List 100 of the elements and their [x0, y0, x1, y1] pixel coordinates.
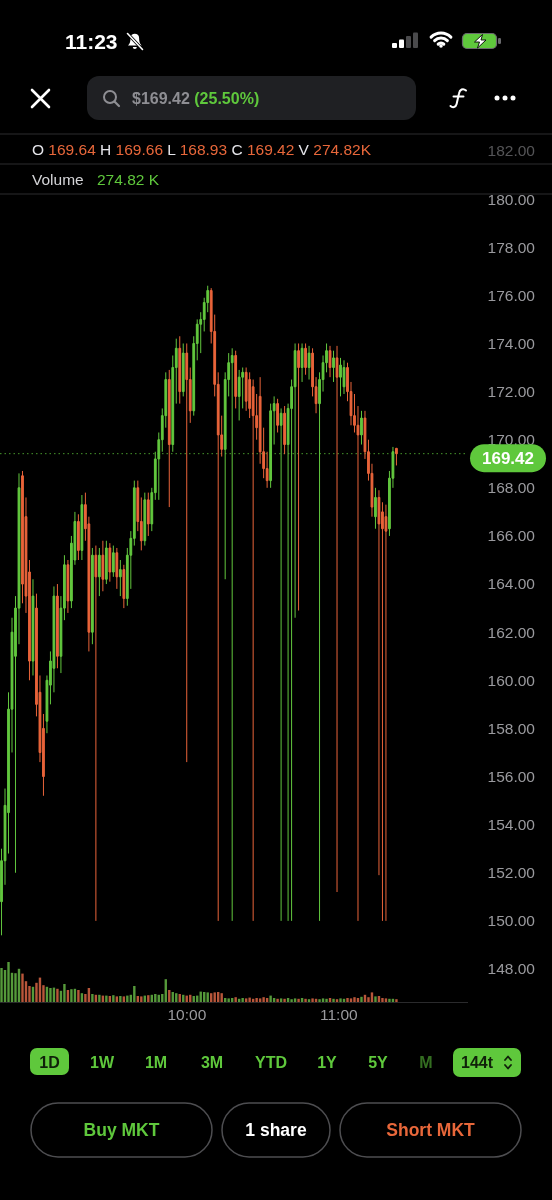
candlestick — [167, 369, 171, 508]
bar — [35, 982, 38, 1002]
bar — [122, 996, 126, 1002]
candlestick — [283, 405, 286, 455]
chart-title: Volume — [32, 171, 84, 188]
bar — [7, 962, 10, 1002]
text: O 169.64 H 169.66 L 168.93 C 169.42 V 274.82K — [32, 141, 372, 158]
bar — [119, 996, 122, 1002]
bar — [105, 995, 108, 1002]
bar — [91, 994, 94, 1002]
bar — [374, 996, 377, 1002]
candlestick — [146, 492, 150, 537]
bar — [276, 998, 279, 1002]
candlestick — [94, 545, 98, 922]
candlestick — [122, 564, 126, 609]
text: 1D — [39, 1054, 60, 1071]
y-tick-label: 152.00 — [487, 864, 536, 882]
bar — [98, 994, 101, 1002]
text: 1M — [144, 1054, 168, 1071]
candlestick — [56, 583, 59, 669]
bar — [262, 997, 265, 1002]
bar — [269, 995, 272, 1002]
y-tick-label: 158.00 — [487, 719, 536, 737]
candlestick — [90, 547, 94, 645]
bar — [112, 995, 115, 1002]
candlestick — [304, 342, 307, 376]
candlestick — [97, 547, 101, 597]
x-tick-label: 10:00 — [167, 1006, 207, 1023]
y-tick-label: 166.00 — [487, 527, 536, 545]
text: M — [419, 1054, 433, 1071]
bar — [339, 998, 342, 1002]
y-tick-label: 150.00 — [487, 912, 536, 930]
bar — [126, 995, 129, 1002]
bar — [14, 973, 17, 1002]
text: 1Y — [317, 1054, 338, 1071]
bar — [353, 997, 356, 1002]
candlestick — [300, 342, 304, 383]
y-tick-label: 162.00 — [487, 623, 536, 641]
y-tick-label: 156.00 — [487, 767, 536, 785]
x-tick-label: 11:00 — [320, 1006, 359, 1023]
candlestick — [77, 513, 80, 561]
bar — [21, 973, 24, 1002]
bar — [49, 988, 52, 1002]
candlestick — [276, 398, 280, 433]
candlestick — [31, 578, 35, 676]
candlestick — [111, 545, 115, 578]
bar — [297, 998, 300, 1002]
y-tick-label: 148.00 — [487, 960, 536, 978]
text: 144t — [460, 1054, 494, 1071]
candlestick — [234, 350, 238, 409]
bar — [318, 999, 321, 1002]
candlestick — [384, 504, 388, 922]
y-tick-label: 170.00 — [487, 431, 536, 449]
y-tick-label: 182.00 — [487, 142, 536, 160]
bar — [388, 998, 391, 1002]
bar — [346, 998, 349, 1002]
candlestick — [360, 410, 363, 446]
candlestick — [307, 345, 311, 381]
bar — [70, 989, 73, 1002]
candlestick — [237, 369, 241, 421]
bar — [311, 998, 314, 1002]
candlestick — [374, 487, 377, 530]
bar — [56, 988, 59, 1002]
annotation: 274.82 K — [97, 171, 160, 188]
candlestick — [342, 359, 346, 395]
candlestick — [80, 494, 84, 561]
text: $169.42 (25.50%) — [132, 90, 260, 107]
bar — [248, 997, 251, 1002]
y-tick-label: 176.00 — [487, 286, 536, 304]
y-tick-label: 168.00 — [487, 479, 536, 497]
y-tick-label: 172.00 — [487, 383, 536, 401]
text: 5Y — [368, 1054, 389, 1071]
text: 1 share — [245, 1120, 307, 1140]
candlestick — [328, 345, 332, 378]
y-tick-label: 154.00 — [487, 816, 536, 834]
ref-line-label: 169.42 — [482, 449, 534, 469]
candlestick — [335, 345, 339, 893]
y-tick-label: 160.00 — [487, 671, 536, 689]
text: Buy MKT — [83, 1120, 160, 1140]
candlestick — [108, 542, 112, 583]
bar — [325, 998, 328, 1002]
text: YTD — [255, 1054, 287, 1071]
bar — [360, 996, 363, 1002]
candlestick — [115, 547, 119, 590]
y-tick-label: 180.00 — [487, 190, 536, 208]
candlestick — [332, 350, 335, 383]
y-tick-label: 174.00 — [487, 334, 536, 352]
bar — [381, 998, 384, 1002]
text: 1W — [90, 1054, 115, 1071]
bar — [63, 984, 66, 1002]
bar — [115, 996, 119, 1002]
bar — [255, 998, 258, 1002]
bar — [241, 998, 244, 1002]
bar — [332, 998, 335, 1002]
candlestick — [66, 559, 70, 614]
candlestick — [178, 335, 182, 405]
candlestick — [181, 342, 185, 397]
bar — [304, 998, 307, 1002]
text: Short MKT — [386, 1120, 476, 1140]
bar — [290, 999, 293, 1002]
